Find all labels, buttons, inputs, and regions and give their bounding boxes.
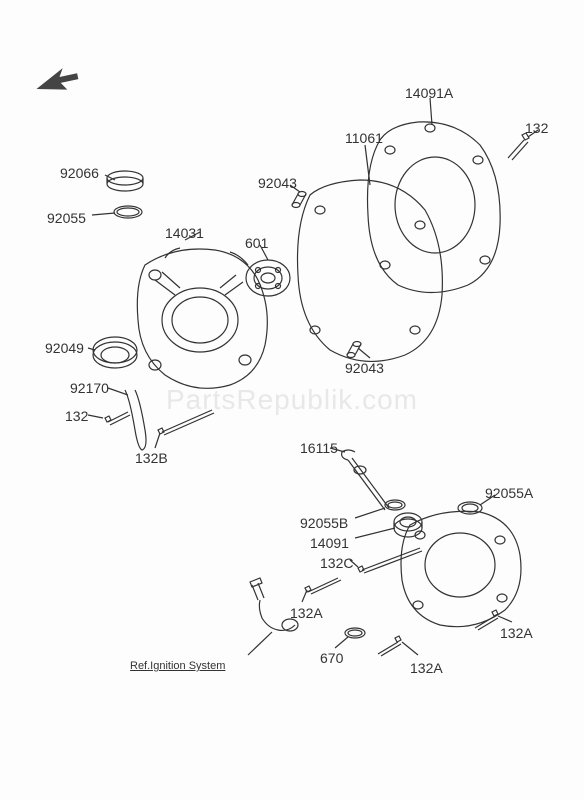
label-11061: 11061 [345,130,383,146]
orientation-arrow-icon [30,60,80,105]
label-132C: 132C [320,555,353,571]
label-132-left: 132 [65,408,88,424]
label-132: 132 [525,120,548,136]
label-92066: 92066 [60,165,99,181]
exploded-view-diagram: PartsRepublik.com [0,0,584,800]
label-670: 670 [320,650,343,666]
label-132A-mid: 132A [290,605,323,621]
label-132A-low: 132A [410,660,443,676]
label-16115: 16115 [300,440,338,456]
label-601: 601 [245,235,268,251]
label-92170: 92170 [70,380,109,396]
label-92043-lower: 92043 [345,360,384,376]
reference-ignition-label: Ref.Ignition System [130,660,225,672]
label-92055A: 92055A [485,485,533,501]
label-92055B: 92055B [300,515,348,531]
parts-illustration [0,0,584,800]
label-132A-far: 132A [500,625,533,641]
label-132B: 132B [135,450,168,466]
label-14091: 14091 [310,535,349,551]
label-14091A: 14091A [405,85,453,101]
label-92049: 92049 [45,340,84,356]
label-92055: 92055 [47,210,86,226]
label-92043: 92043 [258,175,297,191]
label-14031: 14031 [165,225,204,241]
